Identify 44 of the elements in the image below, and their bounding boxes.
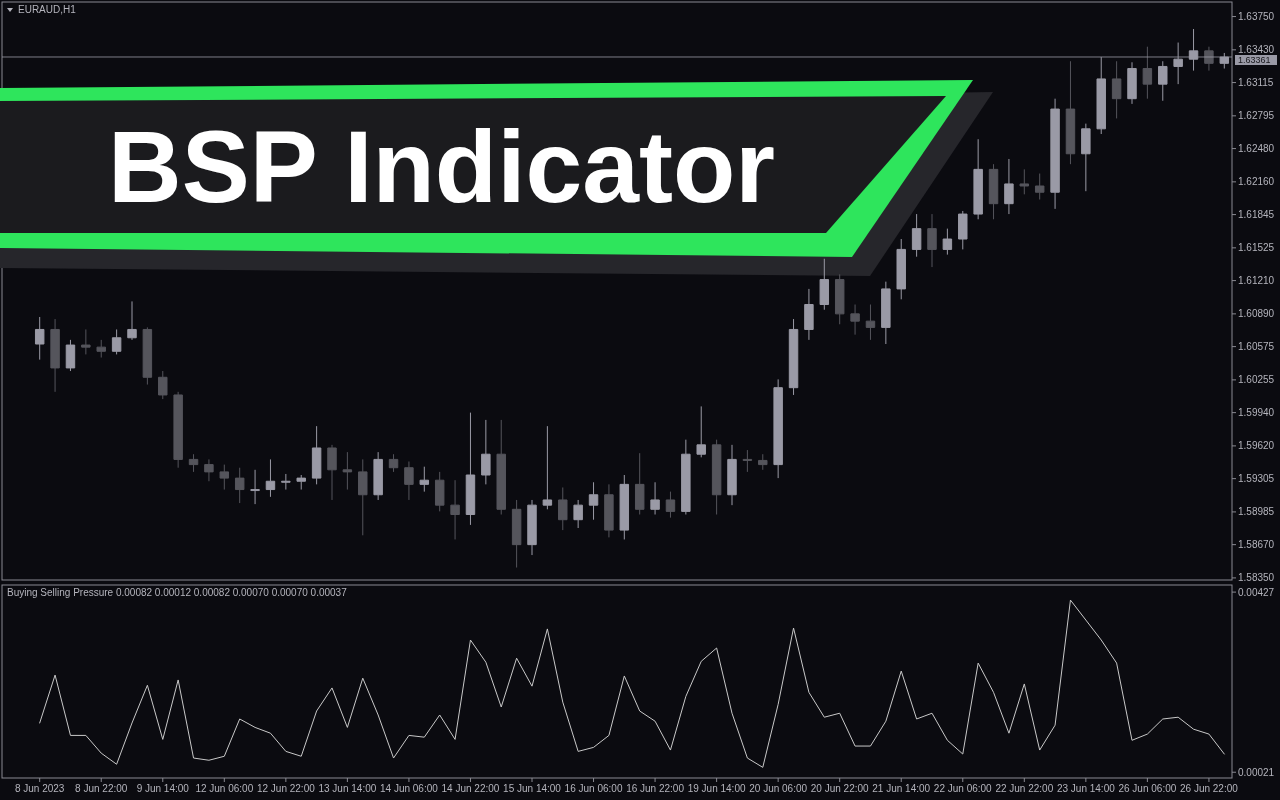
x-tick-label: 21 Jun 14:00 (872, 783, 931, 794)
y-tick-label: 1.61210 (1238, 275, 1275, 287)
x-tick-label: 23 Jun 14:00 (1056, 783, 1116, 794)
y-tick-label: 1.61525 (1238, 242, 1275, 254)
x-tick-label: 8 Jun 2023 (14, 783, 65, 794)
x-tick-label: 14 Jun 06:00 (380, 783, 439, 794)
y-tick-label: 1.63115 (1238, 77, 1274, 89)
x-tick-label: 14 Jun 22:00 (441, 783, 500, 794)
y-tick-label: 1.62160 (1238, 176, 1275, 188)
y-tick-label: 1.58350 (1238, 572, 1275, 584)
y-tick-label: 1.58670 (1238, 539, 1275, 551)
x-tick-label: 12 Jun 22:00 (256, 783, 316, 794)
x-tick-label: 26 Jun 06:00 (1118, 783, 1177, 794)
ref-line-label: 1.63361 (1238, 55, 1271, 66)
x-tick-label: 15 Jun 14:00 (503, 783, 562, 794)
y-tick-label: 0.00021 (1238, 766, 1275, 778)
x-tick-label: 9 Jun 14:00 (136, 783, 190, 794)
x-tick-label: 8 Jun 22:00 (75, 783, 128, 794)
x-tick-label: 16 Jun 22:00 (626, 783, 685, 794)
y-tick-label: 1.60255 (1238, 374, 1275, 386)
y-tick-label: 1.59940 (1238, 407, 1275, 419)
x-tick-label: 22 Jun 06:00 (933, 783, 993, 794)
y-tick-label: 1.62795 (1238, 110, 1275, 122)
y-tick-label: 0.00427 (1238, 586, 1275, 598)
x-tick-label: 20 Jun 22:00 (810, 783, 870, 794)
x-tick-label: 16 Jun 06:00 (564, 783, 623, 794)
annotation: BSP Indicator (108, 110, 775, 224)
y-tick-label: 1.59620 (1238, 440, 1275, 452)
x-tick-label: 13 Jun 14:00 (318, 783, 377, 794)
y-tick-label: 1.63430 (1238, 44, 1275, 56)
x-tick-label: 20 Jun 06:00 (749, 783, 808, 794)
x-tick-label: 22 Jun 22:00 (995, 783, 1054, 794)
x-tick-label: 12 Jun 06:00 (195, 783, 254, 794)
x-tick-label: 26 Jun 22:00 (1180, 783, 1239, 794)
y-tick-label: 1.58985 (1238, 506, 1275, 518)
chart-title: Buying Selling Pressure 0.00082 0.00012 0.00082 0.00070 0.00070 0.00037 (7, 587, 348, 598)
y-tick-label: 1.60575 (1238, 341, 1275, 353)
y-tick-label: 1.63750 (1238, 11, 1275, 23)
y-tick-label: 1.61845 (1238, 209, 1275, 221)
y-tick-label: 1.62480 (1238, 143, 1275, 155)
y-tick-label: 1.59305 (1238, 473, 1275, 485)
y-tick-label: 1.60890 (1238, 308, 1275, 320)
chart-title: EURAUD,H1 (18, 4, 77, 15)
x-tick-label: 19 Jun 14:00 (687, 783, 746, 794)
